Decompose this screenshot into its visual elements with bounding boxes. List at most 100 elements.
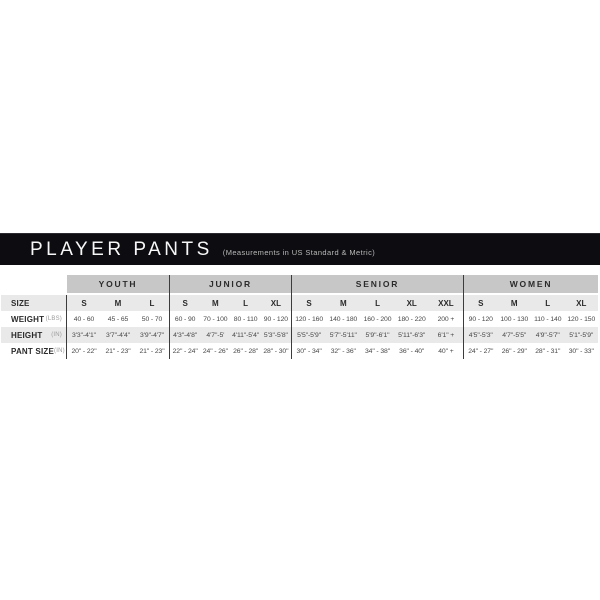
pant-size-cell: 26" - 29" — [501, 347, 527, 355]
height-cell: 5'1"-5'9" — [564, 327, 598, 343]
size-cell: S — [170, 295, 201, 311]
weight-cell: 120 - 150 — [567, 315, 596, 323]
pant-size-cell: 36" - 40" — [399, 347, 425, 355]
height-cell: 5'3"-5'8" — [260, 327, 291, 343]
size-column: M 140 - 180 5'7"-5'11" 32" - 36" — [326, 295, 361, 359]
row-label-text: PANT SIZE — [11, 346, 54, 356]
pant-size-cell: 28" - 30" — [263, 347, 289, 355]
size-cell: L — [135, 295, 169, 311]
pant-size-cell: 28" - 31" — [535, 347, 561, 355]
column-divider — [169, 275, 170, 359]
size-group-youth: YOUTH S 40 - 60 3'3"-4'1" 20" - 22" M 45 - 65 3… — [67, 275, 169, 359]
group-header-women: WOMEN — [464, 275, 598, 293]
height-cell: 3'7"-4'4" — [101, 327, 135, 343]
row-label-height: HEIGHT (IN) — [1, 327, 66, 343]
weight-cell: 80 - 110 — [233, 315, 258, 323]
group-columns: S 60 - 90 4'3"-4'8" 22" - 24" M 70 - 100 4'7"-… — [170, 295, 291, 359]
size-cell: M — [326, 295, 361, 311]
weight-cell: 160 - 200 — [363, 315, 392, 323]
size-column: M 100 - 130 4'7"-5'5" 26" - 29" — [497, 295, 531, 359]
weight-cell: 40 - 60 — [73, 315, 95, 323]
group-columns: S 90 - 120 4'5"-5'3" 24" - 27" M 100 - 130 4'7… — [464, 295, 598, 359]
height-cell: 4'3"-4'8" — [170, 327, 201, 343]
size-chart-table: SIZE WEIGHT (LBS) HEIGHT (IN) PANT SIZE (IN) YO… — [1, 275, 599, 359]
group-header-youth: YOUTH — [67, 275, 169, 293]
section-header: PLAYER PANTS (Measurements in US Standar… — [0, 233, 600, 265]
height-cell: 4'7"-5' — [200, 327, 231, 343]
pant-size-cell: 34" - 38" — [364, 347, 391, 355]
column-divider — [66, 295, 67, 359]
column-divider — [463, 275, 464, 359]
row-labels-column: SIZE WEIGHT (LBS) HEIGHT (IN) PANT SIZE (IN) — [1, 275, 66, 359]
size-cell: XL — [394, 295, 429, 311]
size-column: L 80 - 110 4'11"-5'4" 26" - 28" — [230, 295, 261, 359]
weight-cell: 180 - 220 — [397, 315, 426, 323]
size-column: XXL 200 + 6'1" + 40" + — [428, 295, 464, 359]
weight-cell: 50 - 70 — [141, 315, 163, 323]
height-cell: 4'7"-5'5" — [497, 327, 531, 343]
group-columns: S 120 - 160 5'5"-5'9" 30" - 34" M 140 - 180 5'… — [292, 295, 464, 359]
pant-size-cell: 24" - 27" — [468, 347, 494, 355]
weight-cell: 70 - 100 — [203, 315, 228, 323]
size-column: L 110 - 140 4'9"-5'7" 28" - 31" — [531, 295, 565, 359]
size-column: M 70 - 100 4'7"-5' 24" - 26" — [200, 295, 231, 359]
height-cell: 5'11"-6'3" — [394, 327, 429, 343]
weight-cell: 45 - 65 — [107, 315, 129, 323]
weight-cell: 90 - 120 — [263, 315, 288, 323]
height-cell: 5'5"-5'9" — [292, 327, 327, 343]
pant-size-cell: 30" - 33" — [568, 347, 594, 355]
group-header-senior: SENIOR — [292, 275, 463, 293]
pant-size-cell: 22" - 24" — [172, 347, 198, 355]
size-column: M 45 - 65 3'7"-4'4" 21" - 23" — [101, 295, 135, 359]
weight-cell: 100 - 130 — [500, 315, 529, 323]
size-column: L 50 - 70 3'9"-4'7" 21" - 23" — [135, 295, 169, 359]
size-group-junior: JUNIOR S 60 - 90 4'3"-4'8" 22" - 24" M 70 - 10… — [170, 275, 291, 359]
size-group-women: WOMEN S 90 - 120 4'5"-5'3" 24" - 27" M 100 - 1… — [464, 275, 598, 359]
size-cell: L — [531, 295, 565, 311]
size-cell: M — [497, 295, 531, 311]
size-cell: M — [101, 295, 135, 311]
measurement-note: (Measurements in US Standard & Metric) — [222, 247, 376, 257]
weight-cell: 120 - 160 — [295, 315, 324, 323]
height-cell: 3'9"-4'7" — [135, 327, 169, 343]
weight-cell: 200 + — [437, 315, 455, 323]
size-cell: XL — [260, 295, 291, 311]
weight-cell: 110 - 140 — [534, 315, 562, 323]
height-cell: 5'9"-6'1" — [360, 327, 395, 343]
pant-size-cell: 24" - 26" — [202, 347, 228, 355]
group-header-junior: JUNIOR — [170, 275, 291, 293]
row-label-text: HEIGHT — [11, 330, 43, 340]
height-cell: 6'1" + — [428, 327, 464, 343]
size-cell: S — [67, 295, 101, 311]
pant-size-cell: 32" - 36" — [330, 347, 356, 355]
page-title: PLAYER PANTS — [30, 238, 213, 260]
size-cell: M — [200, 295, 231, 311]
size-column: L 160 - 200 5'9"-6'1" 34" - 38" — [360, 295, 395, 359]
size-cell: L — [230, 295, 261, 311]
row-label-size: SIZE — [1, 295, 66, 311]
size-column: S 90 - 120 4'5"-5'3" 24" - 27" — [464, 295, 498, 359]
pant-size-cell: 20" - 22" — [71, 347, 97, 355]
size-column: S 60 - 90 4'3"-4'8" 22" - 24" — [170, 295, 201, 359]
row-label-text: SIZE — [11, 298, 30, 308]
size-cell: S — [464, 295, 498, 311]
row-label-pant-size: PANT SIZE (IN) — [1, 343, 66, 359]
weight-cell: 60 - 90 — [174, 315, 196, 323]
row-unit-text: (LBS) — [45, 316, 62, 322]
size-group-senior: SENIOR S 120 - 160 5'5"-5'9" 30" - 34" M 140 -… — [292, 275, 464, 359]
height-cell: 3'3"-4'1" — [67, 327, 101, 343]
height-cell: 5'7"-5'11" — [326, 327, 361, 343]
pant-size-cell: 40" + — [438, 347, 454, 355]
size-column: S 40 - 60 3'3"-4'1" 20" - 22" — [67, 295, 101, 359]
size-cell: XL — [564, 295, 598, 311]
group-columns: S 40 - 60 3'3"-4'1" 20" - 22" M 45 - 65 3'7"-4… — [67, 295, 169, 359]
pant-size-cell: 21" - 23" — [139, 347, 165, 355]
pant-size-cell: 26" - 28" — [233, 347, 259, 355]
size-column: XL 180 - 220 5'11"-6'3" 36" - 40" — [394, 295, 429, 359]
column-divider — [291, 275, 292, 359]
height-cell: 4'9"-5'7" — [531, 327, 565, 343]
pant-size-cell: 30" - 34" — [296, 347, 322, 355]
row-unit-text: (IN) — [51, 332, 62, 338]
row-label-weight: WEIGHT (LBS) — [1, 311, 66, 327]
